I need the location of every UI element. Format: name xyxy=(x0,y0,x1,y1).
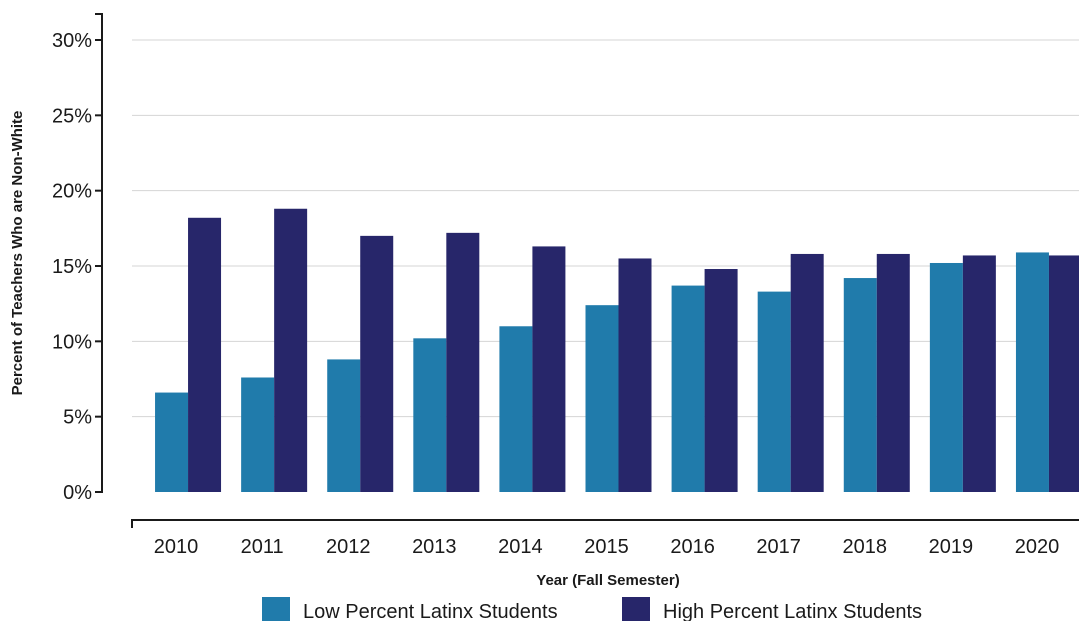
bars xyxy=(155,208,1079,492)
x-axis xyxy=(131,519,1079,528)
x-tick-label: 2017 xyxy=(756,536,801,558)
x-tick-label: 2019 xyxy=(929,536,974,558)
x-tick-label: 2016 xyxy=(670,536,715,558)
bar-high-2011 xyxy=(274,208,308,492)
y-tick-label: 10% xyxy=(52,331,92,353)
bar-high-2017 xyxy=(790,253,824,492)
bar-low-2011 xyxy=(241,377,275,492)
legend: Low Percent Latinx Students High Percent … xyxy=(262,597,922,621)
x-tick-label: 2013 xyxy=(412,536,457,558)
bar-high-2019 xyxy=(962,255,996,492)
bar-high-2018 xyxy=(876,253,910,492)
bar-high-2012 xyxy=(360,235,394,492)
bar-low-2012 xyxy=(327,359,361,492)
x-tick-label: 2015 xyxy=(584,536,629,558)
bar-low-2014 xyxy=(499,326,533,492)
bar-low-2015 xyxy=(585,305,619,492)
legend-label-low: Low Percent Latinx Students xyxy=(303,601,558,621)
y-tick-label: 20% xyxy=(52,181,92,203)
y-tick-label: 0% xyxy=(63,482,92,504)
bar-high-2013 xyxy=(446,232,480,492)
x-tick-label: 2020 xyxy=(1015,536,1060,558)
bar-low-2019 xyxy=(929,262,963,492)
x-tick-labels: 2010 2011 2012 2013 2014 2015 2016 2017 2018 2019… xyxy=(154,536,1059,558)
bar-high-2015 xyxy=(618,258,652,492)
y-axis-title: Percent of Teachers Who are Non-White xyxy=(9,111,26,396)
bar-low-2010 xyxy=(155,392,189,492)
x-tick-label: 2012 xyxy=(326,536,371,558)
bar-high-2010 xyxy=(188,217,222,492)
y-tick-label: 25% xyxy=(52,105,92,127)
x-tick-label: 2010 xyxy=(154,536,199,558)
legend-swatch-low xyxy=(262,597,290,621)
bar-high-2020 xyxy=(1048,255,1079,492)
y-tick-labels: 0% 5% 10% 15% 20% 25% 30% xyxy=(52,30,103,504)
y-tick-label: 30% xyxy=(52,30,92,52)
y-tick-label: 5% xyxy=(63,407,92,429)
bar-low-2016 xyxy=(671,285,705,492)
bar-low-2013 xyxy=(413,338,447,492)
bar-high-2016 xyxy=(704,269,738,492)
bar-low-2020 xyxy=(1015,252,1049,492)
y-axis xyxy=(95,13,103,492)
x-tick-label: 2011 xyxy=(241,536,284,558)
x-tick-label: 2014 xyxy=(498,536,543,558)
x-tick-label: 2018 xyxy=(843,536,888,558)
legend-swatch-high xyxy=(622,597,650,621)
bar-high-2014 xyxy=(532,246,566,492)
x-axis-title: Year (Fall Semester) xyxy=(536,572,679,589)
y-tick-label: 15% xyxy=(52,256,92,278)
legend-label-high: High Percent Latinx Students xyxy=(663,601,922,621)
bar-low-2018 xyxy=(843,278,877,492)
bar-low-2017 xyxy=(757,291,791,492)
